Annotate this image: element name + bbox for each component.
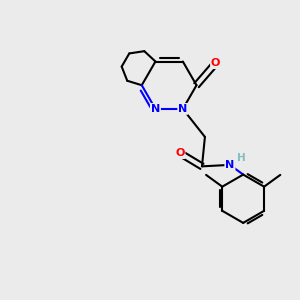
Text: O: O	[175, 148, 184, 158]
Text: N: N	[151, 104, 160, 114]
Text: H: H	[237, 152, 245, 163]
Text: O: O	[211, 58, 220, 68]
Text: N: N	[225, 160, 235, 170]
Text: N: N	[178, 104, 188, 114]
